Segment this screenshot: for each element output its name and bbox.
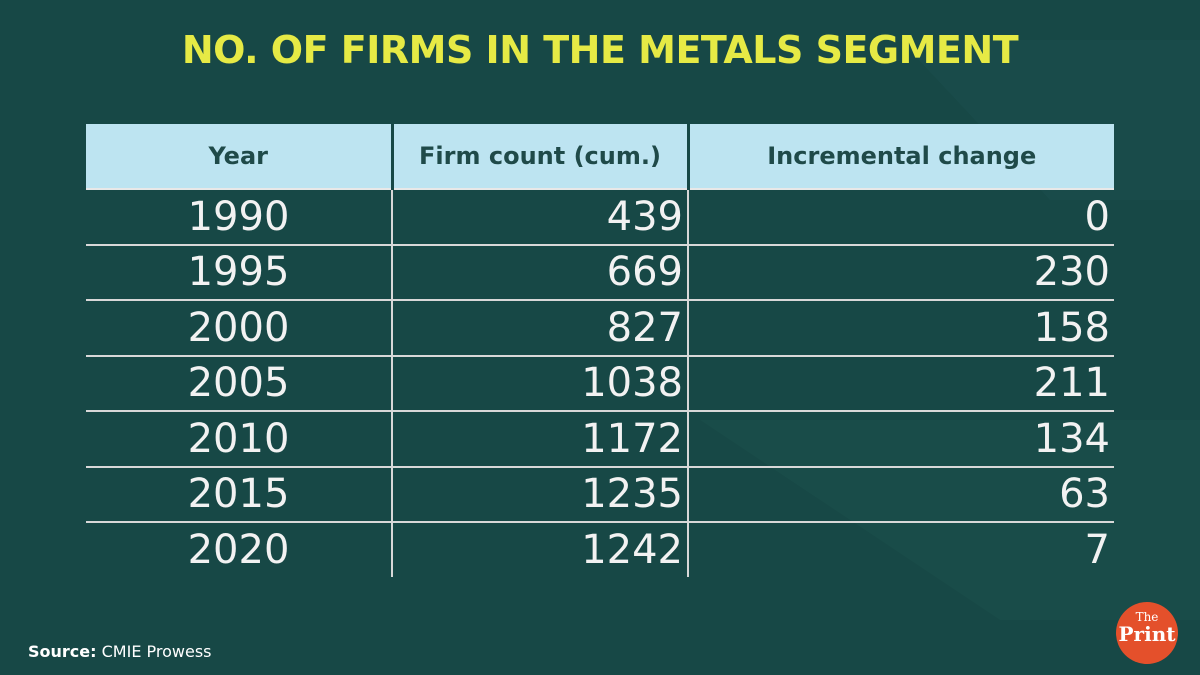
cell-incremental-change: 158: [688, 300, 1114, 357]
table-row: 1995 669 230: [86, 244, 1114, 301]
source-note: Source: CMIE Prowess: [28, 642, 212, 661]
cell-incremental-change: 134: [688, 411, 1114, 468]
column-header-incremental-change: Incremental change: [688, 124, 1114, 190]
cell-year: 2005: [86, 355, 393, 412]
data-table: Year Firm count (cum.) Incremental chang…: [86, 124, 1114, 577]
cell-year: 1995: [86, 244, 393, 301]
table-row: 2000 827 158: [86, 300, 1114, 357]
table-row: 2015 1235 63: [86, 466, 1114, 523]
column-header-year: Year: [86, 124, 394, 190]
cell-incremental-change: 0: [688, 189, 1114, 246]
cell-incremental-change: 63: [688, 466, 1114, 523]
cell-year: 1990: [86, 189, 393, 246]
cell-incremental-change: 230: [688, 244, 1114, 301]
table-row: 2005 1038 211: [86, 355, 1114, 412]
cell-firm-count: 669: [392, 244, 689, 301]
source-label: Source:: [28, 642, 97, 661]
cell-year: 2020: [86, 522, 393, 577]
cell-firm-count: 1172: [392, 411, 689, 468]
table-row: 2020 1242 7: [86, 522, 1114, 577]
column-header-firm-count: Firm count (cum.): [392, 124, 690, 190]
cell-firm-count: 1242: [392, 522, 689, 577]
table-row: 1990 439 0: [86, 189, 1114, 246]
logo-text-large: Print: [1118, 622, 1176, 646]
logo-text-small: The: [1135, 610, 1159, 624]
cell-firm-count: 439: [392, 189, 689, 246]
chart-title: NO. OF FIRMS IN THE METALS SEGMENT: [181, 28, 1019, 72]
source-text: CMIE Prowess: [101, 642, 212, 661]
cell-firm-count: 1235: [392, 466, 689, 523]
cell-year: 2010: [86, 411, 393, 468]
cell-firm-count: 1038: [392, 355, 689, 412]
table-header-row: Year Firm count (cum.) Incremental chang…: [86, 124, 1114, 190]
cell-year: 2000: [86, 300, 393, 357]
table-row: 2010 1172 134: [86, 411, 1114, 468]
cell-incremental-change: 7: [1084, 526, 1110, 573]
cell-year: 2015: [86, 466, 393, 523]
theprint-logo: The Print: [1116, 602, 1178, 664]
cell-incremental-change: 211: [688, 355, 1114, 412]
cell-firm-count: 827: [392, 300, 689, 357]
